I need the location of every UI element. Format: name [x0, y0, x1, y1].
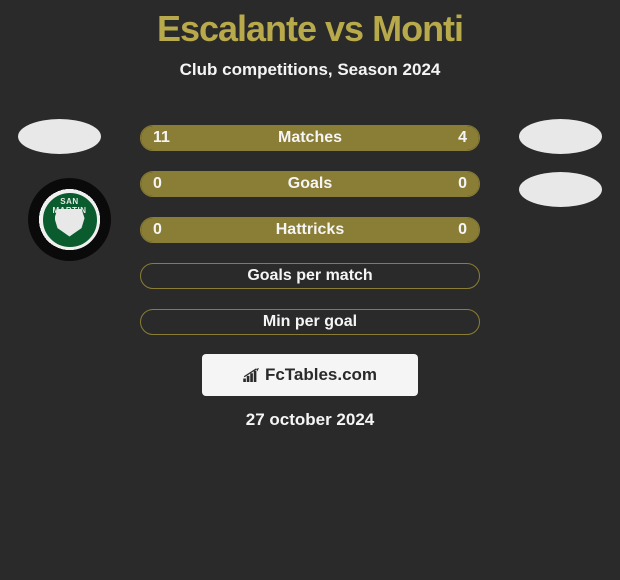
page-subtitle: Club competitions, Season 2024 [0, 60, 620, 80]
bar-label: Hattricks [141, 218, 479, 242]
bar-label: Min per goal [141, 310, 479, 334]
page-title: Escalante vs Monti [0, 0, 620, 50]
comparison-bars: 114Matches 00Goals 00Hattricks Goals per ma… [140, 125, 480, 355]
club-badge-left-shield [55, 209, 85, 237]
fctables-text: FcTables.com [265, 365, 377, 385]
stat-bar-matches: 114Matches [140, 125, 480, 151]
stat-bar-hattricks: 00Hattricks [140, 217, 480, 243]
fctables-icon [243, 368, 261, 382]
stat-bar-min-per-goal: Min per goal [140, 309, 480, 335]
fctables-logo[interactable]: FcTables.com [202, 354, 418, 396]
player-left-avatar [18, 119, 101, 154]
player-right-avatar [519, 119, 602, 154]
club-badge-right [519, 172, 602, 207]
bar-label: Matches [141, 126, 479, 150]
bar-label: Goals [141, 172, 479, 196]
date-text: 27 october 2024 [0, 410, 620, 430]
bar-label: Goals per match [141, 264, 479, 288]
stat-bar-goals-per-match: Goals per match [140, 263, 480, 289]
stat-bar-goals: 00Goals [140, 171, 480, 197]
club-badge-left-inner: SAN MARTIN [40, 190, 100, 250]
club-badge-left: SAN MARTIN [28, 178, 111, 261]
